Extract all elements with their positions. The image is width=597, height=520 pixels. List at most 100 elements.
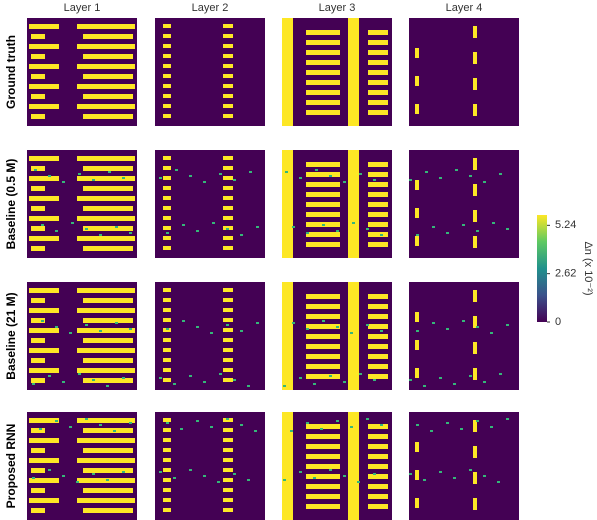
stripe (163, 176, 171, 180)
speckle (166, 328, 169, 330)
speckle (203, 381, 206, 383)
panel-background (409, 18, 519, 126)
speckle (32, 477, 35, 479)
speckle (329, 469, 332, 471)
stripe (473, 158, 477, 170)
speckle (455, 169, 458, 171)
stripe (83, 298, 133, 303)
stripe (348, 18, 359, 126)
speckle (113, 430, 116, 432)
stripe (368, 90, 388, 95)
stripe (29, 44, 59, 49)
stripe (31, 298, 45, 303)
stripe (223, 246, 233, 250)
heatmap-panel (282, 18, 392, 126)
speckle (439, 177, 442, 179)
speckle (483, 475, 486, 477)
stripe (282, 412, 293, 520)
speckle (233, 379, 236, 381)
stripe (306, 232, 340, 237)
speckle (373, 473, 376, 475)
speckle (254, 430, 257, 432)
speckle (69, 332, 72, 334)
stripe (163, 478, 171, 482)
speckle (76, 481, 79, 483)
stripe (77, 368, 135, 373)
stripe (163, 104, 171, 108)
colorbar-tick-label: 5.24 (555, 219, 576, 231)
stripe (31, 318, 45, 323)
speckle (92, 379, 95, 381)
stripe (473, 184, 477, 196)
speckle (292, 226, 295, 228)
stripe (306, 364, 340, 369)
stripe (163, 166, 171, 170)
stripe (29, 196, 59, 201)
speckle (233, 473, 236, 475)
speckle (159, 471, 162, 473)
speckle (373, 179, 376, 181)
stripe (306, 314, 340, 319)
speckle (409, 179, 412, 181)
stripe (31, 338, 45, 343)
speckle (115, 226, 118, 228)
stripe (473, 210, 477, 222)
stripe (223, 24, 233, 28)
stripe (163, 318, 171, 322)
speckle (290, 430, 293, 432)
panel-background (155, 282, 265, 390)
stripe (282, 282, 293, 390)
stripe (306, 324, 340, 329)
stripe (29, 348, 59, 353)
stripe (163, 438, 171, 442)
speckle (62, 381, 65, 383)
stripe (83, 338, 133, 343)
stripe (368, 172, 388, 177)
stripe (83, 94, 133, 99)
speckle (166, 422, 169, 424)
stripe (31, 186, 45, 191)
speckle (380, 330, 383, 332)
stripe (368, 314, 388, 319)
stripe (163, 338, 171, 342)
stripe (473, 368, 477, 380)
stripe (29, 498, 59, 503)
stripe (29, 236, 59, 241)
stripe (83, 114, 133, 119)
speckle (129, 422, 132, 424)
speckle (182, 224, 185, 226)
stripe (163, 226, 171, 230)
speckle (122, 177, 125, 179)
stripe (223, 348, 233, 352)
speckle (85, 418, 88, 420)
speckle (247, 479, 250, 481)
stripe (368, 304, 388, 309)
speckle (99, 424, 102, 426)
stripe (348, 282, 359, 390)
speckle (506, 228, 509, 230)
stripe (31, 94, 45, 99)
speckle (336, 326, 339, 328)
speckle (483, 381, 486, 383)
stripe (29, 418, 59, 423)
stripe (223, 468, 233, 472)
stripe (306, 494, 340, 499)
stripe (77, 44, 135, 49)
stripe (77, 288, 135, 293)
stripe (306, 434, 340, 439)
speckle (492, 222, 495, 224)
speckle (453, 383, 456, 385)
speckle (313, 383, 316, 385)
stripe (163, 74, 171, 78)
speckle (462, 320, 465, 322)
stripe (306, 100, 340, 105)
speckle (69, 426, 72, 428)
speckle (350, 426, 353, 428)
heatmap-panel (155, 282, 265, 390)
stripe (368, 202, 388, 207)
stripe (83, 378, 133, 383)
heatmap-panel (155, 412, 265, 520)
stripe (163, 84, 171, 88)
stripe (163, 378, 171, 382)
panel-background (155, 18, 265, 126)
